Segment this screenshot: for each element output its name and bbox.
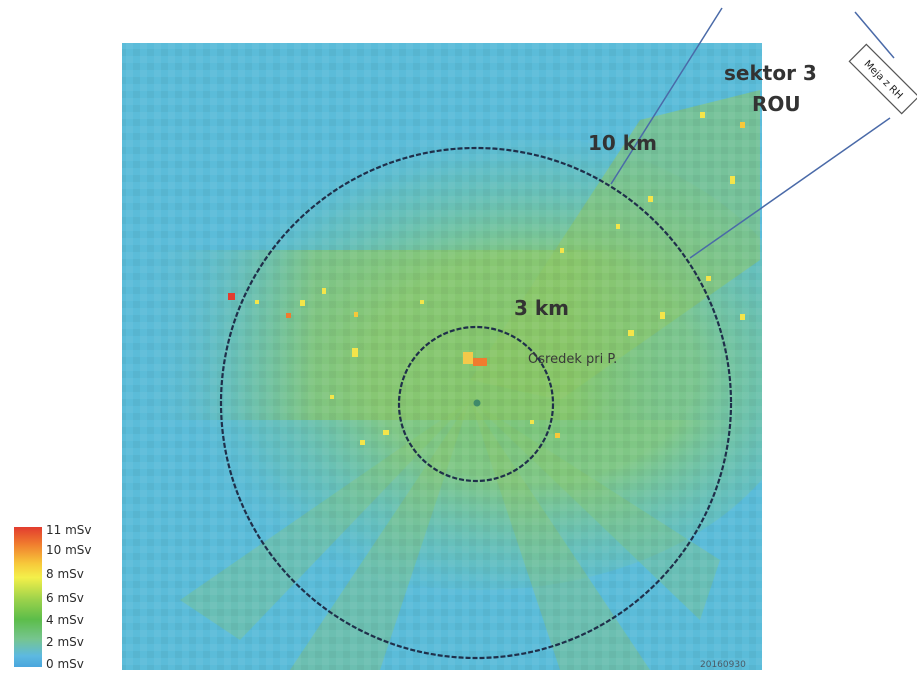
dose-field (122, 43, 762, 670)
sector-code-label: ROU (752, 92, 801, 116)
center-place-label: Osredek pri P. (528, 352, 617, 367)
legend-label-11: 11 mSv (46, 523, 92, 537)
hotspots (228, 112, 745, 445)
legend-label-8: 8 mSv (46, 567, 84, 581)
dose-legend: 11 mSv 10 mSv 8 mSv 6 mSv 4 mSv 2 mSv 0 … (12, 523, 112, 671)
ring-10km-label: 10 km (588, 131, 657, 155)
sector-label: sektor 3 (724, 61, 817, 85)
sector-boundary-line-left (610, 7, 723, 185)
dose-color-scale (14, 527, 42, 667)
legend-label-10: 10 mSv (46, 543, 92, 557)
legend-label-0: 0 mSv (46, 657, 84, 671)
legend-label-2: 2 mSv (46, 635, 84, 649)
ring-10km (219, 146, 733, 660)
sector-boundary-line-lower (689, 117, 891, 259)
center-point-marker (473, 399, 481, 407)
corner-code-label: 20160930 (700, 660, 746, 670)
legend-label-4: 4 mSv (46, 613, 84, 627)
legend-label-6: 6 mSv (46, 591, 84, 605)
ring-3km (397, 325, 555, 483)
border-box: Meja z RH (848, 43, 917, 115)
sector-boundary-line-right (854, 11, 895, 59)
ring-3km-label: 3 km (514, 296, 569, 320)
